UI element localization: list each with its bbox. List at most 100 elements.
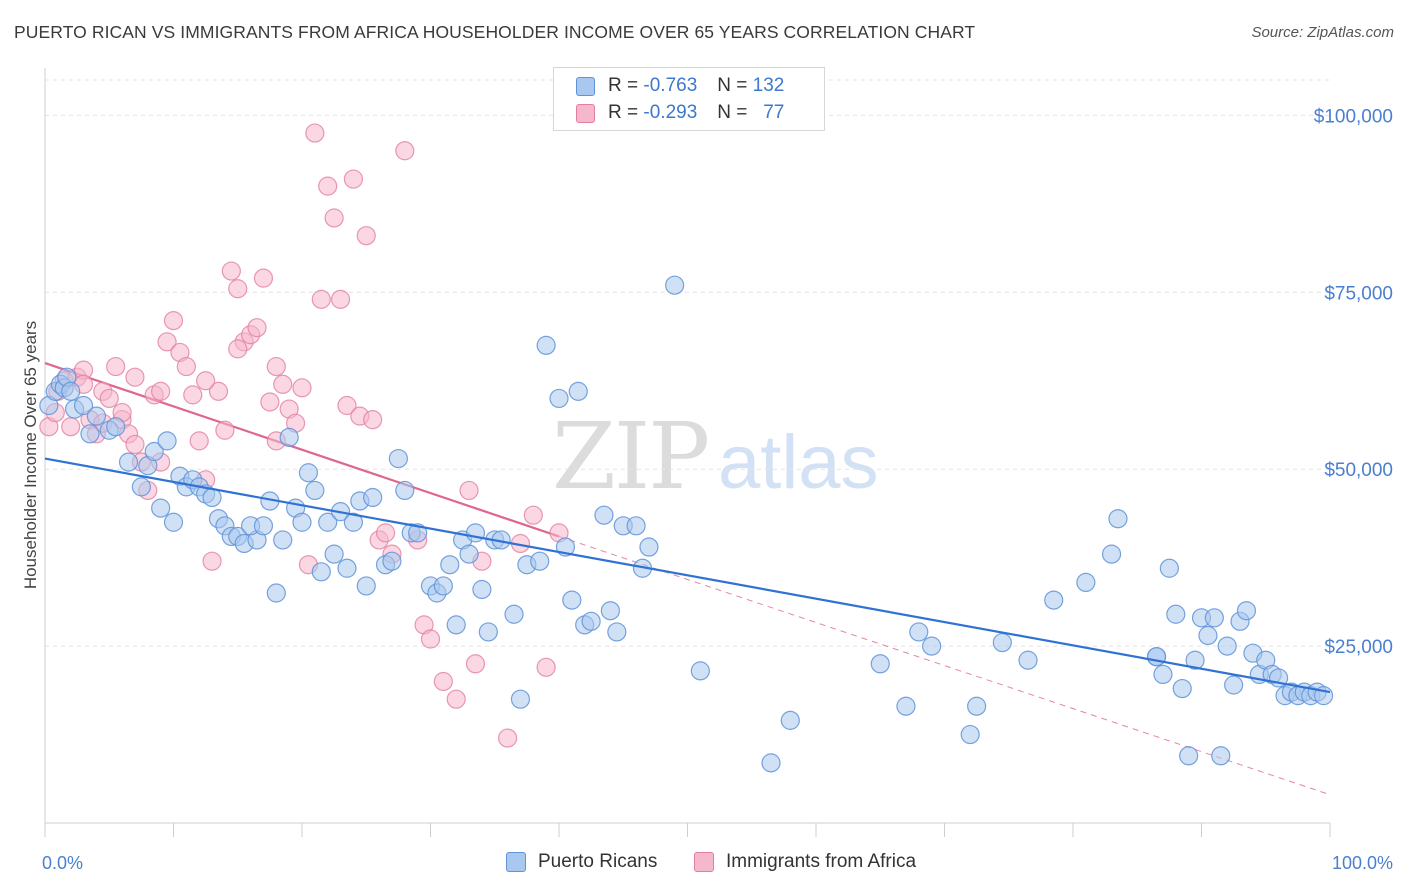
point-puerto-ricans [1166,604,1186,624]
point-puerto-ricans [163,512,184,532]
stats-legend: R = -0.763 N = 132 R = -0.293 N = 77 [553,67,825,131]
point-puerto-ricans [80,424,100,444]
point-puerto-ricans [896,696,916,716]
watermark-atlas: atlas [718,420,879,505]
point-puerto-ricans [600,601,621,621]
watermark-zip: ZIP [552,403,708,510]
point-puerto-ricans [131,477,151,497]
point-puerto-ricans [61,381,81,401]
point-puerto-ricans [298,463,319,483]
legend-n-label: N = [717,102,748,123]
point-immigrants-from-africa [163,310,184,331]
point-puerto-ricans [607,622,627,642]
point-puerto-ricans [549,388,569,409]
bottom-legend-swatch-blue [506,852,526,872]
point-puerto-ricans [305,480,325,501]
trend-line-puerto-ricans [44,457,1331,694]
watermark: ZIP atlas [552,403,879,510]
bottom-legend-immigrants-from-africa: Immigrants from Africa [694,851,916,873]
point-puerto-ricans [568,381,588,401]
point-puerto-ricans [106,417,126,437]
point-puerto-ricans [311,562,331,582]
axes [44,68,1331,837]
point-puerto-ricans [273,530,293,550]
point-immigrants-from-africa [189,431,209,451]
trend-line-blue [44,457,1331,694]
point-immigrants-from-africa [151,381,171,401]
point-puerto-ricans [472,579,492,600]
point-puerto-ricans [363,487,383,508]
point-puerto-ricans [1179,746,1199,766]
point-immigrants-from-africa [221,261,241,281]
point-puerto-ricans [530,551,550,571]
point-immigrants-from-africa [446,689,466,709]
point-puerto-ricans [639,537,659,557]
point-immigrants-from-africa [202,551,222,571]
point-puerto-ricans [382,551,402,571]
y-tick-label: $75,000 [1324,283,1393,304]
point-immigrants-from-africa [318,176,338,196]
point-puerto-ricans [73,395,94,416]
point-puerto-ricans [388,448,408,469]
point-puerto-ricans [992,632,1012,653]
point-immigrants-from-africa [337,395,357,416]
bottom-legend-puerto-ricans: Puerto Ricans [506,851,657,873]
point-immigrants-from-africa [523,505,543,525]
point-puerto-ricans [1101,544,1122,564]
point-puerto-ricans [690,661,710,681]
point-puerto-ricans [356,576,376,596]
point-puerto-ricans [594,505,614,525]
point-puerto-ricans [780,710,800,730]
point-puerto-ricans [1159,558,1179,578]
point-puerto-ricans [665,275,685,295]
point-puerto-ricans [324,544,344,564]
source-label: Source: ZipAtlas.com [1251,24,1394,41]
legend-r-label: R = [608,102,639,123]
point-puerto-ricans [909,622,929,642]
point-puerto-ricans [343,512,363,532]
point-puerto-ricans [292,512,312,532]
point-puerto-ricans [581,611,601,631]
legend-swatch-blue [576,76,595,96]
point-immigrants-from-africa [208,381,229,401]
point-puerto-ricans [440,555,460,575]
legend-r-label: R = [608,75,639,96]
point-immigrants-from-africa [498,728,518,748]
point-immigrants-from-africa [196,371,216,391]
x-tick-label-max: 100.0% [1332,853,1393,873]
point-immigrants-from-africa [343,169,363,189]
point-puerto-ricans [1185,650,1205,670]
point-immigrants-from-africa [363,410,383,430]
point-puerto-ricans [1108,509,1128,529]
point-immigrants-from-africa [228,339,248,359]
point-puerto-ricans [870,654,890,674]
y-axis-label: Householder Income Over 65 years [21,321,40,589]
point-immigrants-from-africa [375,523,396,543]
point-immigrants-from-africa [356,226,376,246]
point-puerto-ricans [1224,675,1244,695]
y-tick-labels: $25,000 $50,000 $75,000 $100,000 [1314,106,1393,658]
point-immigrants-from-africa [99,388,119,409]
point-puerto-ricans [562,590,582,610]
point-immigrants-from-africa [253,268,274,288]
point-immigrants-from-africa [247,318,267,338]
trend-line-pink-dashed [558,535,1331,796]
point-immigrants-from-africa [157,332,177,352]
point-puerto-ricans [1198,625,1218,646]
point-puerto-ricans [118,452,139,472]
legend-n-value: 132 [752,75,785,96]
point-puerto-ricans [504,604,524,624]
point-puerto-ricans [478,622,498,642]
point-immigrants-from-africa [260,392,280,412]
point-puerto-ricans [408,523,428,543]
point-immigrants-from-africa [311,289,331,309]
point-puerto-ricans [1211,746,1231,766]
x-tick-labels: 0.0% 100.0% [42,853,1393,873]
point-puerto-ricans [253,516,274,536]
point-puerto-ricans [157,431,177,451]
legend-swatch-pink [576,103,595,123]
point-puerto-ricans [318,512,338,532]
chart-title: PUERTO RICAN VS IMMIGRANTS FROM AFRICA H… [14,22,976,42]
legend-row-puerto-ricans: R = -0.763 N = 132 [576,73,784,99]
